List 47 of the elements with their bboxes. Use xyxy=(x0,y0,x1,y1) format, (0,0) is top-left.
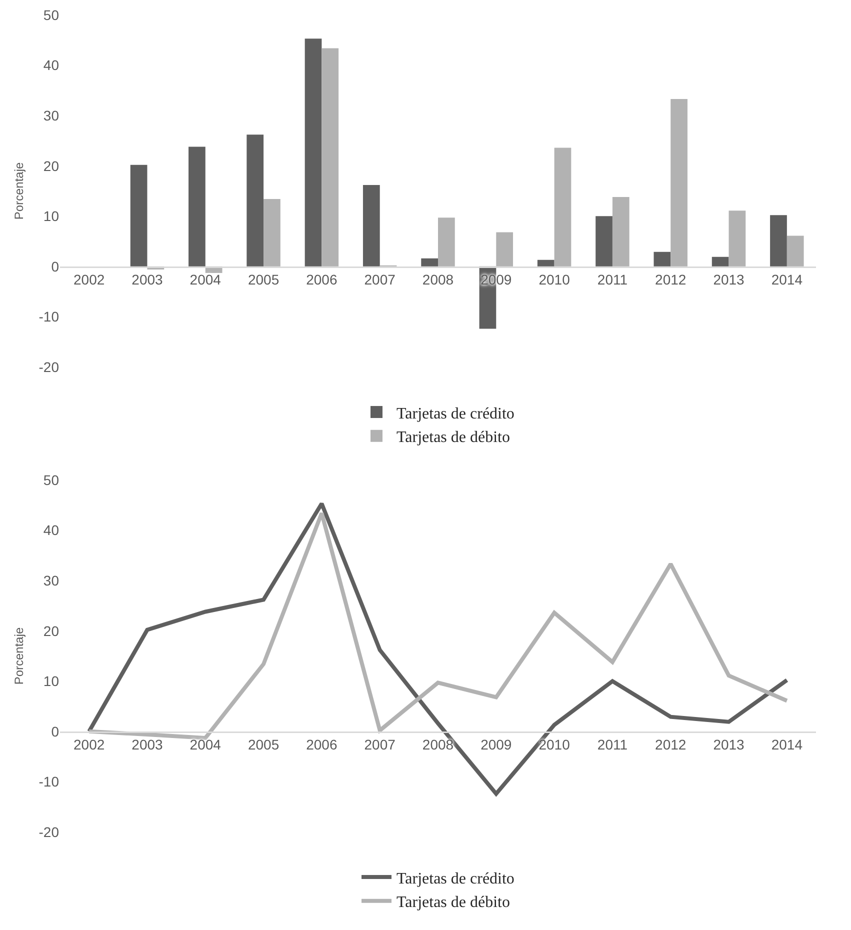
x-tick-label: 2010 xyxy=(538,272,570,288)
x-tick-label: 2014 xyxy=(771,736,803,753)
y-tick-label: 40 xyxy=(43,57,60,74)
x-tick-label: 2006 xyxy=(306,272,338,288)
x-tick-label: 2009 xyxy=(480,736,512,753)
y-tick-label: 0 xyxy=(51,723,60,740)
x-tick-label: 2012 xyxy=(655,272,686,288)
x-tick-label: 2005 xyxy=(248,736,280,753)
y-tick-label: 30 xyxy=(43,107,60,124)
y-tick-label: 10 xyxy=(43,208,60,224)
y-tick-label: -20 xyxy=(38,824,60,840)
x-tick-label: 2008 xyxy=(422,272,454,288)
y-tick-label: -10 xyxy=(38,308,60,325)
x-tick-label: 2014 xyxy=(771,272,803,288)
y-tick-label: 30 xyxy=(43,572,60,588)
x-tick-label: 2007 xyxy=(364,736,396,753)
y-tick-label: 20 xyxy=(43,158,60,174)
x-tick-label: 2013 xyxy=(713,272,745,288)
x-tick-label: 2010 xyxy=(538,736,570,753)
x-tick-label: 2005 xyxy=(248,272,280,288)
x-tick-label: 2004 xyxy=(190,736,222,753)
y-tick-label: -10 xyxy=(38,774,60,790)
y-tick-label: 50 xyxy=(43,6,60,23)
x-tick-label: 2008 xyxy=(422,736,454,753)
x-tick-label: 2003 xyxy=(132,736,164,753)
legend-label: Tarjetas de crédito xyxy=(396,870,514,888)
x-tick-label: 2004 xyxy=(190,272,222,288)
y-tick-label: 10 xyxy=(43,673,60,690)
x-tick-label: 2007 xyxy=(364,272,396,288)
y-tick-label: 0 xyxy=(51,258,60,274)
x-tick-label: 2011 xyxy=(597,736,628,753)
x-tick-label: 2002 xyxy=(74,272,105,288)
x-tick-label: 2006 xyxy=(306,736,338,753)
x-tick-label: 2002 xyxy=(74,736,105,753)
y-tick-label: 50 xyxy=(43,472,60,488)
legend-label: Tarjetas de débito xyxy=(396,429,510,446)
x-tick-label: 2011 xyxy=(597,272,628,288)
x-tick-label: 2012 xyxy=(655,736,686,753)
y-tick-label: -20 xyxy=(38,358,60,375)
legend-label: Tarjetas de crédito xyxy=(396,405,514,422)
y-tick-label: 20 xyxy=(43,622,60,639)
x-tick-label: 2013 xyxy=(713,736,745,753)
legend-label: Tarjetas de débito xyxy=(396,894,510,912)
y-axis-title: Porcentaje xyxy=(12,626,26,685)
y-axis-title: Porcentaje xyxy=(12,162,26,220)
y-tick-label: 40 xyxy=(43,522,60,538)
x-tick-label: 2003 xyxy=(132,272,164,288)
